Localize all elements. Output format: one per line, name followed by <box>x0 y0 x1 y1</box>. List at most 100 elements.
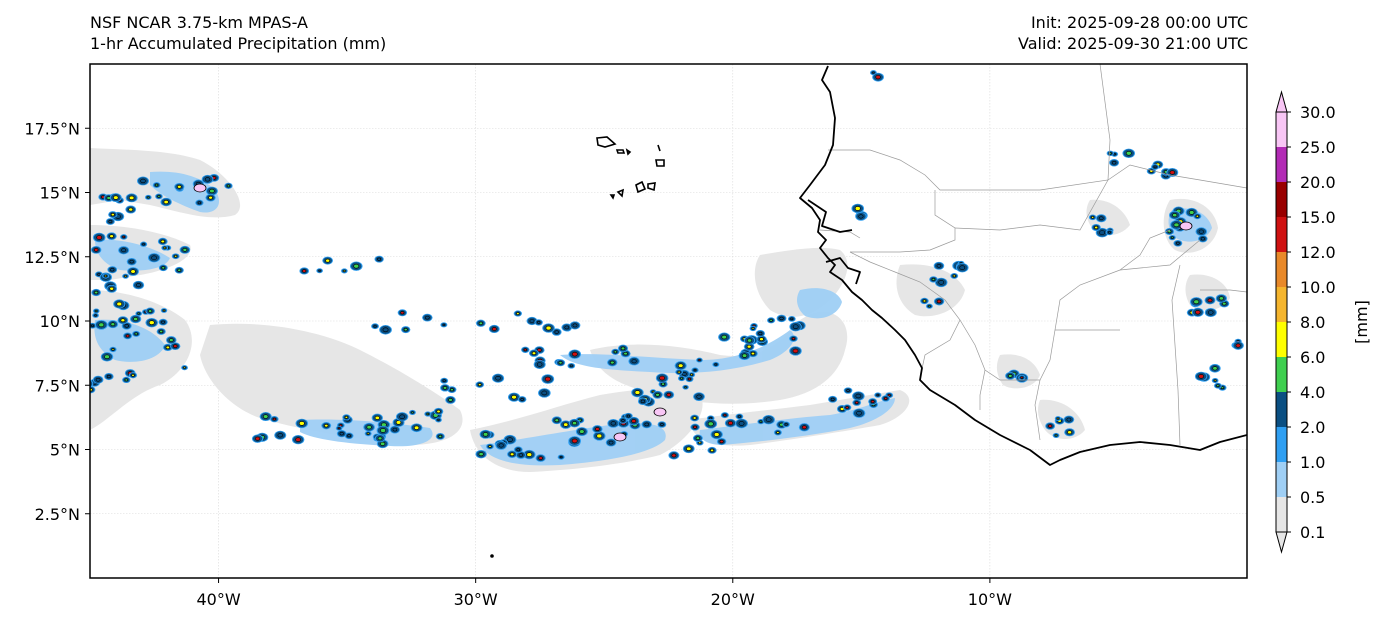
cell-core <box>659 375 665 381</box>
cell-core <box>174 254 178 258</box>
cell-core <box>1188 210 1195 215</box>
cell-core <box>655 392 660 397</box>
cell-core <box>477 383 482 387</box>
cell-core <box>1222 301 1227 306</box>
cell-core <box>302 269 307 273</box>
cell-core <box>765 417 772 422</box>
cell-core <box>538 456 543 460</box>
cell-core <box>1125 151 1132 156</box>
cell-core <box>523 348 528 352</box>
cell-core <box>93 248 99 252</box>
cell-core <box>536 321 541 324</box>
cell-core <box>160 239 165 244</box>
cell-core <box>858 214 864 219</box>
cell-core <box>1169 170 1175 175</box>
cell-core <box>495 376 501 381</box>
colorbar-swatch <box>1276 147 1287 182</box>
cell-core <box>91 324 95 327</box>
colorbar-swatch <box>1276 322 1287 357</box>
cell-core <box>608 440 614 445</box>
cell-core <box>161 266 166 270</box>
cell-core <box>133 317 139 321</box>
cell-core <box>855 393 862 399</box>
cell-core <box>854 206 861 211</box>
cell-core <box>579 429 585 434</box>
cell-core <box>644 422 649 427</box>
cell-core <box>1198 229 1204 234</box>
cell-core <box>1195 310 1201 315</box>
colorbar-swatch <box>1276 462 1287 497</box>
cell-core <box>399 414 405 419</box>
cell-core <box>613 350 618 354</box>
cell-core <box>482 432 489 437</box>
precipitation-field <box>90 70 1244 472</box>
cell-core <box>382 327 389 333</box>
cell-core <box>411 411 414 414</box>
colorbar-label: 4.0 <box>1300 383 1325 402</box>
cell-core <box>110 213 115 217</box>
cell-core <box>1099 230 1106 235</box>
cell-core <box>438 434 443 438</box>
cell-core <box>876 393 880 397</box>
cell-core <box>377 436 383 441</box>
cell-core <box>373 324 377 328</box>
cell-core <box>870 400 875 404</box>
cell-core <box>569 364 573 368</box>
colorbar-label: 6.0 <box>1300 348 1325 367</box>
cell-core <box>759 420 763 423</box>
colorbar-label: 0.1 <box>1300 523 1325 542</box>
cell-core <box>741 353 748 358</box>
coastline <box>799 65 1247 466</box>
cell-core <box>875 75 881 80</box>
cell-core <box>148 309 153 313</box>
cell-core <box>751 327 755 330</box>
cell-core <box>1198 374 1204 379</box>
geography <box>490 64 1247 558</box>
cell-core <box>140 178 146 184</box>
cell-core <box>610 360 615 365</box>
cell-core <box>1094 225 1099 230</box>
cell-core <box>109 286 115 291</box>
cell-core <box>1200 237 1205 241</box>
cell-core <box>1056 417 1060 420</box>
cell-core <box>737 415 741 418</box>
cell-core <box>318 269 321 272</box>
header-right: Init: 2025-09-28 00:00 UTC Valid: 2025-0… <box>1018 12 1248 54</box>
valid-time: Valid: 2025-09-30 21:00 UTC <box>1017 34 1248 53</box>
cell-core <box>721 334 727 340</box>
colorbar-unit-label: [mm] <box>1352 300 1371 344</box>
cell-core <box>165 345 170 350</box>
cell-core <box>509 452 515 456</box>
cell-core <box>572 323 578 328</box>
colorbar-extend-min <box>1275 531 1288 554</box>
cell-core <box>687 377 692 381</box>
cell-core <box>531 351 537 355</box>
cell-core <box>95 377 101 382</box>
cell-core <box>610 421 616 426</box>
cell-core <box>108 219 113 224</box>
cell-core <box>631 359 637 364</box>
y-tick-label: 10°N <box>40 312 80 331</box>
cell-core <box>163 199 169 204</box>
cell-core <box>1213 379 1217 382</box>
cell-core <box>790 317 794 321</box>
cell-core <box>425 315 430 320</box>
y-tick-label: 7.5°N <box>35 376 80 395</box>
cell-core <box>938 280 945 285</box>
cell-core <box>104 274 108 278</box>
cell-core <box>623 351 628 356</box>
init-time: Init: 2025-09-28 00:00 UTC <box>1030 13 1248 32</box>
cell-core <box>536 362 543 367</box>
cell-core <box>1153 165 1157 169</box>
colorbar-swatch <box>1276 427 1287 462</box>
cell-core <box>779 316 784 321</box>
cell-core <box>776 431 780 434</box>
cell-core <box>157 195 161 198</box>
cell-core <box>846 389 850 392</box>
cell-core <box>738 421 745 426</box>
heavy-cell-core <box>653 407 667 417</box>
cell-core <box>324 424 329 428</box>
cell-core <box>134 332 138 336</box>
cell-core <box>110 268 115 272</box>
